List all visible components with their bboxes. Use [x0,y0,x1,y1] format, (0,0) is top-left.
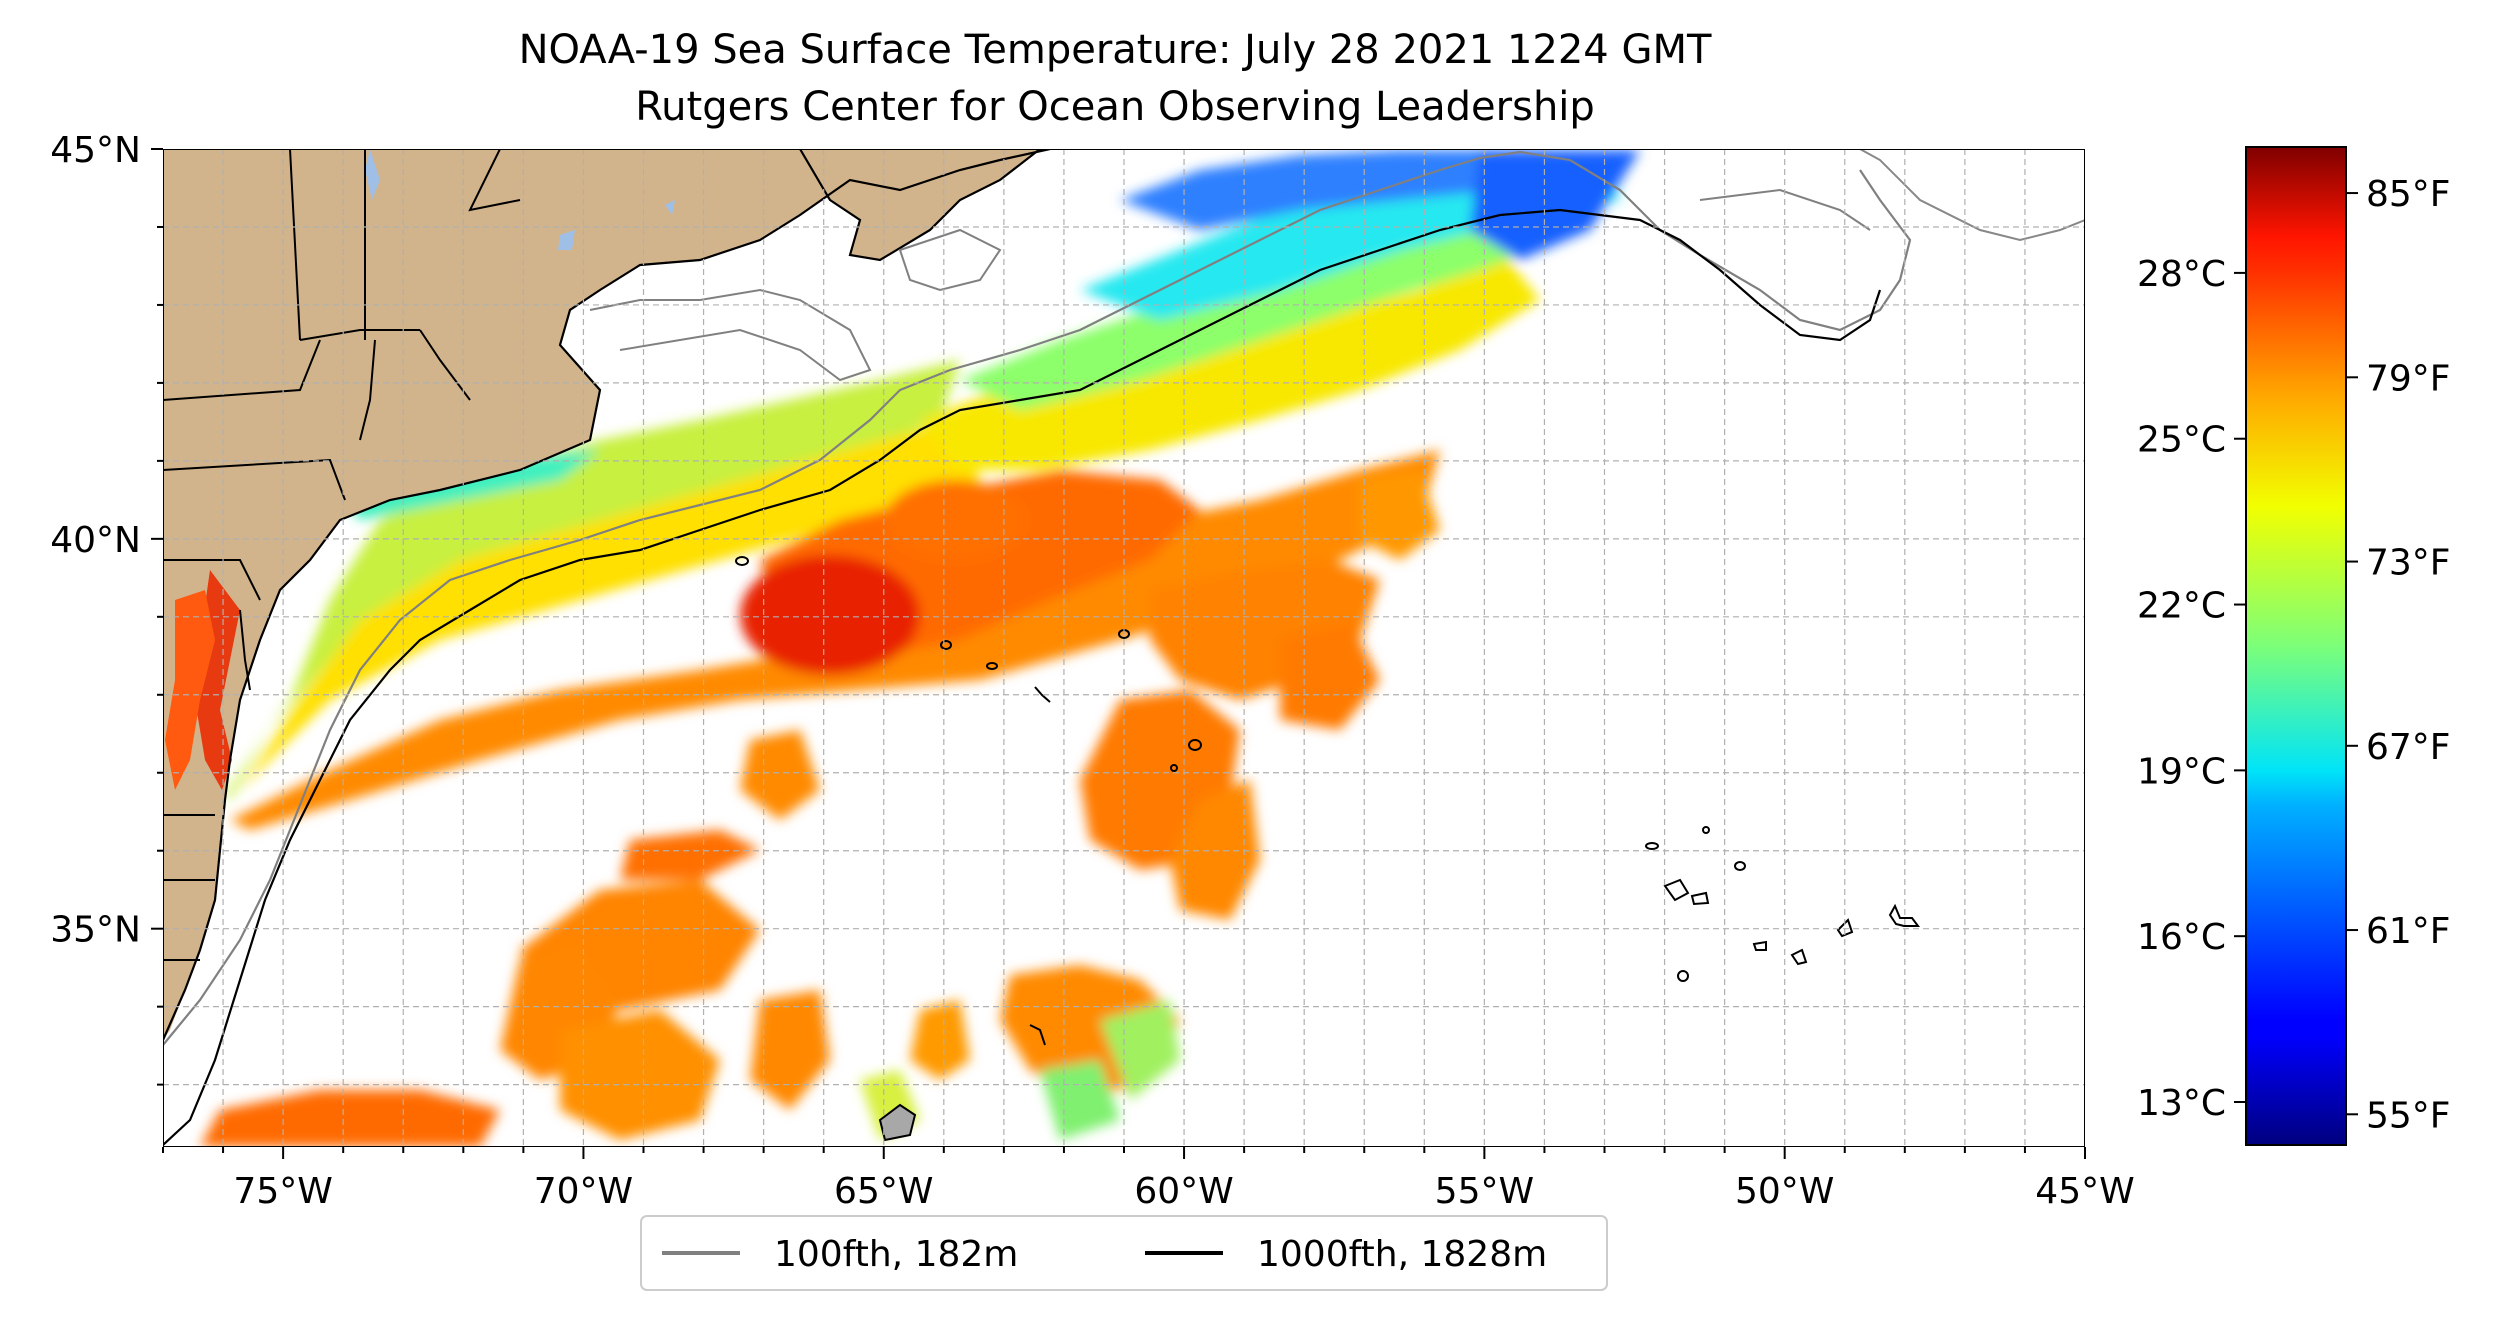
legend-frame [640,1215,1608,1291]
colorbar-label-c: 22°C [2137,586,2226,627]
x-tick-label: 75°W [233,1171,332,1212]
colorbar-label-c: 13°C [2137,1083,2226,1124]
colorbar-label-c: 25°C [2137,420,2226,461]
x-tick-label: 60°W [1134,1171,1233,1212]
colorbar-label-f: 67°F [2366,727,2451,768]
y-tick-label: 45°N [50,130,141,171]
colorbar-label-c: 28°C [2137,254,2226,295]
map-panel [163,149,2085,1147]
sst-field [175,150,1640,1147]
isobath-100fth [163,150,1912,1046]
colorbar-ticks: 28°C 25°C 22°C 19°C 16°C 13°C 85°F 79°F 73°F 67°F… [2137,174,2450,1136]
figure-title-line1: NOAA-19 Sea Surface Temperature: July 28… [519,27,1712,73]
coastline [163,149,1051,1041]
state-borders [163,149,521,961]
colorbar-gradient [2245,146,2347,1146]
x-tick-label: 65°W [834,1171,933,1212]
figure-title-line2: Rutgers Center for Ocean Observing Leade… [635,84,1595,130]
colorbar-label-f: 79°F [2366,358,2451,399]
y-tick-label: 40°N [50,520,141,561]
map-axes: 75°W 70°W 65°W 60°W 55°W 50°W 45°W 45°N 40°N 35°N [50,130,2134,1212]
land-north-america [163,149,1050,1040]
colorbar-label-f: 61°F [2366,911,2451,952]
y-tick-label: 35°N [50,910,141,951]
colorbar-label-c: 16°C [2137,917,2226,958]
colorbar-label-c: 19°C [2137,751,2226,792]
isobath-1000fth [163,208,1882,1146]
sst-warm-eddy [740,555,920,675]
legend-label-100fth: 100fth, 182m [774,1234,1018,1275]
colorbar-label-f: 55°F [2366,1095,2451,1136]
map-gridlines [163,149,2085,1147]
colorbar: 28°C 25°C 22°C 19°C 16°C 13°C 85°F 79°F 73°F 67°F… [2137,146,2451,1146]
x-tick-label: 45°W [2035,1171,2134,1212]
colorbar-label-f: 73°F [2366,543,2451,584]
land-nova-scotia [800,149,1040,260]
land [163,149,2085,1040]
colorbar-label-f: 85°F [2366,174,2451,215]
x-tick-label: 70°W [534,1171,633,1212]
seamount-contours [735,556,1920,1142]
x-tick-label: 50°W [1735,1171,1834,1212]
legend-label-1000fth: 1000fth, 1828m [1257,1234,1547,1275]
x-tick-label: 55°W [1435,1171,1534,1212]
land-newfoundland [1860,149,2085,260]
isobath-legend: 100fth, 182m 1000fth, 1828m [640,1215,1608,1291]
